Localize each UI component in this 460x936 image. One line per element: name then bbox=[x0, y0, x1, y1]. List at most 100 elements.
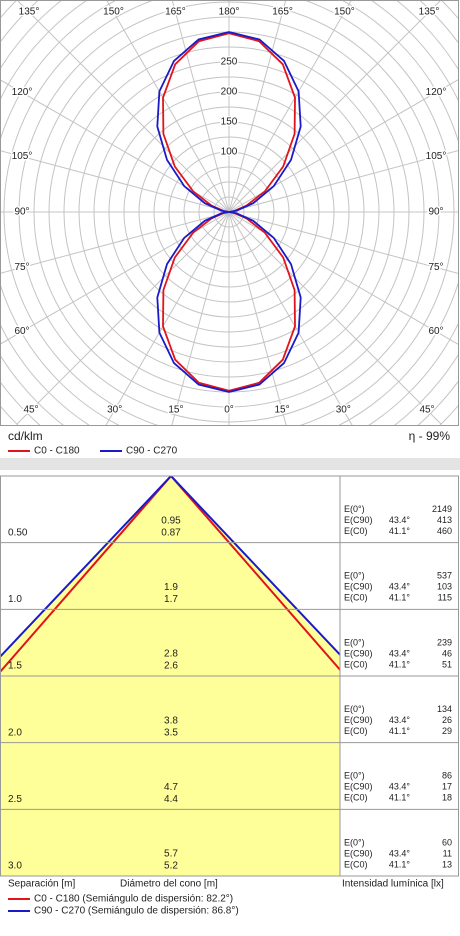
e-label: E(C90) bbox=[344, 648, 373, 658]
e-label: E(0°) bbox=[344, 504, 365, 514]
separation-label: 1.0 bbox=[8, 594, 22, 605]
legend-label: C0 - C180 (Semiángulo de dispersión: 82.… bbox=[34, 894, 233, 905]
e-angle: 41.1° bbox=[389, 859, 411, 869]
angle-tick-label: 30° bbox=[336, 405, 351, 416]
grid-circle bbox=[1, 1, 458, 425]
diameter-value: 2.6 bbox=[164, 661, 178, 672]
e-value: 103 bbox=[437, 582, 452, 592]
diameter-value: 0.95 bbox=[161, 515, 181, 526]
separation-label: 0.50 bbox=[8, 527, 28, 538]
e-angle: 43.4° bbox=[389, 515, 411, 525]
separation-label: 2.0 bbox=[8, 727, 22, 738]
legend-label: C90 - C270 bbox=[126, 446, 178, 457]
e-label: E(0°) bbox=[344, 704, 365, 714]
e-value: 51 bbox=[442, 659, 452, 669]
diameter-value: 0.87 bbox=[161, 527, 181, 538]
r-tick-label: 100 bbox=[221, 147, 238, 158]
unit-label: cd/klm bbox=[8, 429, 43, 443]
polar-chart: 100 150 200 250 135° 150° 165° 180° 165° 150° 135°… bbox=[0, 0, 459, 457]
grid-ray bbox=[171, 211, 230, 425]
grid-ray bbox=[228, 1, 287, 213]
e-value: 60 bbox=[442, 837, 452, 847]
angle-tick-label: 45° bbox=[419, 405, 434, 416]
angle-tick-label: 105° bbox=[426, 151, 447, 162]
angle-tick-label: 60° bbox=[14, 326, 29, 337]
e-label: E(C90) bbox=[344, 582, 373, 592]
separation-label: 1.5 bbox=[8, 661, 22, 672]
diameter-value: 2.8 bbox=[164, 649, 178, 660]
angle-tick-label: 75° bbox=[14, 262, 29, 273]
angle-tick-label: 120° bbox=[426, 87, 447, 98]
angle-tick-label: 15° bbox=[274, 405, 289, 416]
r-tick-label: 250 bbox=[221, 57, 238, 68]
e-label: E(C0) bbox=[344, 726, 368, 736]
e-value: 13 bbox=[442, 859, 452, 869]
diameter-value: 1.7 bbox=[164, 594, 178, 605]
r-tick-label: 150 bbox=[221, 117, 238, 128]
e-angle: 41.1° bbox=[389, 526, 411, 536]
column-header: Diámetro del cono [m] bbox=[120, 879, 218, 890]
e-value: 29 bbox=[442, 726, 452, 736]
e-label: E(0°) bbox=[344, 571, 365, 581]
e-label: E(0°) bbox=[344, 771, 365, 781]
e-angle: 41.1° bbox=[389, 793, 411, 803]
e-value: 26 bbox=[442, 715, 452, 725]
angle-tick-label: 60° bbox=[428, 326, 443, 337]
angle-tick-label: 90° bbox=[14, 207, 29, 218]
e-value: 17 bbox=[442, 782, 452, 792]
diameter-value: 4.7 bbox=[164, 782, 178, 793]
angle-tick-label: 120° bbox=[12, 87, 33, 98]
column-header: Separación [m] bbox=[8, 879, 75, 890]
angle-tick-label: 135° bbox=[19, 7, 40, 18]
diameter-value: 5.7 bbox=[164, 849, 178, 860]
e-angle: 43.4° bbox=[389, 782, 411, 792]
grid-ray bbox=[171, 1, 230, 213]
e-value: 413 bbox=[437, 515, 452, 525]
e-label: E(0°) bbox=[344, 637, 365, 647]
grid-ray bbox=[105, 211, 230, 425]
e-angle: 41.1° bbox=[389, 659, 411, 669]
angle-tick-label: 75° bbox=[428, 262, 443, 273]
diameter-value: 4.4 bbox=[164, 794, 178, 805]
grid-ray bbox=[228, 211, 442, 425]
separation-label: 2.5 bbox=[8, 794, 22, 805]
e-label: E(C0) bbox=[344, 526, 368, 536]
angle-tick-label: 90° bbox=[428, 207, 443, 218]
grid-ray bbox=[16, 211, 230, 425]
e-label: E(C0) bbox=[344, 659, 368, 669]
e-label: E(C90) bbox=[344, 515, 373, 525]
grid-ray bbox=[17, 1, 230, 213]
e-value: 239 bbox=[437, 637, 452, 647]
diameter-value: 3.8 bbox=[164, 715, 178, 726]
legend-label: C0 - C180 bbox=[34, 446, 80, 457]
grid-ray bbox=[228, 1, 441, 213]
column-header: Intensidad lumínica [lx] bbox=[342, 879, 444, 890]
e-label: E(C90) bbox=[344, 715, 373, 725]
e-value: 134 bbox=[437, 704, 452, 714]
diameter-value: 3.5 bbox=[164, 727, 178, 738]
e-value: 460 bbox=[437, 526, 452, 536]
angle-tick-label: 15° bbox=[168, 405, 183, 416]
grid-ray bbox=[228, 211, 353, 425]
grid-circle bbox=[1, 1, 458, 425]
angle-tick-label: 165° bbox=[272, 7, 293, 18]
e-angle: 43.4° bbox=[389, 715, 411, 725]
e-angle: 43.4° bbox=[389, 648, 411, 658]
angle-tick-label: 30° bbox=[107, 405, 122, 416]
e-label: E(0°) bbox=[344, 837, 365, 847]
e-value: 86 bbox=[442, 771, 452, 781]
angle-tick-label: 150° bbox=[334, 7, 355, 18]
e-value: 46 bbox=[442, 648, 452, 658]
e-value: 115 bbox=[438, 593, 452, 603]
angle-tick-label: 45° bbox=[23, 405, 38, 416]
diameter-value: 1.9 bbox=[164, 582, 178, 593]
cone-chart: 0.50 0.950.87 E(0°) 2149 E(C90) 43.4° 413 E(C0)… bbox=[0, 475, 459, 917]
grid-ray bbox=[1, 150, 230, 213]
grid-ray bbox=[228, 211, 458, 274]
diameter-value: 5.2 bbox=[164, 861, 178, 872]
grid-ray bbox=[228, 1, 352, 213]
e-value: 18 bbox=[442, 793, 452, 803]
efficiency-label: η - 99% bbox=[409, 429, 451, 443]
e-label: E(C0) bbox=[344, 859, 368, 869]
e-value: 11 bbox=[443, 848, 452, 858]
